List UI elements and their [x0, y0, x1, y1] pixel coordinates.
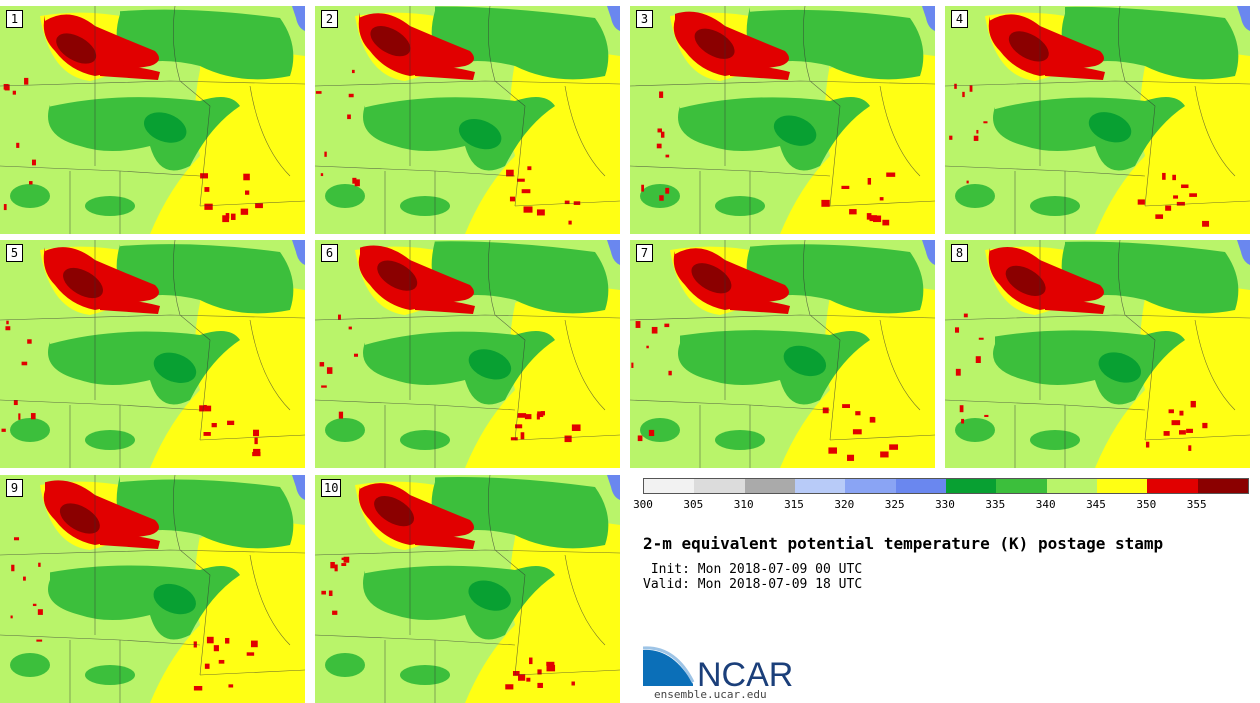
ensemble-member-panel: 8: [945, 240, 1250, 468]
colorbar-segment: [794, 479, 846, 493]
colorbar-segment: [895, 479, 946, 493]
member-number-label: 9: [6, 479, 23, 497]
colorbar-tick-label: 350: [1136, 498, 1157, 511]
member-number-label: 5: [6, 244, 23, 262]
colorbar-tick-label: 300: [633, 498, 653, 511]
map-field: [315, 6, 620, 234]
colorbar-segment: [744, 479, 795, 493]
colorbar-segment: [1197, 479, 1248, 493]
map-field: [315, 240, 620, 468]
map-field: [630, 240, 935, 468]
colorbar-segment: [1147, 479, 1198, 493]
map-field: [630, 6, 935, 234]
ensemble-member-panel: 10: [315, 475, 620, 703]
colorbar-segment: [996, 479, 1047, 493]
colorbar-tick-label: 315: [784, 498, 804, 511]
colorbar-tick-label: 335: [985, 498, 1006, 511]
map-field: [0, 6, 305, 234]
colorbar-tick-label: 320: [834, 498, 855, 511]
map-field: [945, 6, 1250, 234]
member-number-label: 4: [951, 10, 968, 28]
ncar-logo: NCAR: [643, 646, 793, 694]
ensemble-member-panel: 2: [315, 6, 620, 234]
ensemble-member-panel: 1: [0, 6, 305, 234]
ensemble-member-panel: 4: [945, 6, 1250, 234]
member-number-label: 6: [321, 244, 338, 262]
colorbar-tick-label: 305: [683, 498, 704, 511]
colorbar-tick-label: 330: [935, 498, 955, 511]
colorbar-segment: [644, 479, 695, 493]
map-field: [945, 240, 1250, 468]
svg-text:NCAR: NCAR: [697, 656, 793, 694]
member-number-label: 7: [636, 244, 653, 262]
init-time: Init: Mon 2018-07-09 00 UTC: [643, 562, 863, 577]
chart-title: 2-m equivalent potential temperature (K)…: [643, 534, 1164, 553]
colorbar-tick-label: 310: [733, 498, 754, 511]
member-number-label: 10: [321, 479, 342, 497]
valid-time: Valid: Mon 2018-07-09 18 UTC: [643, 577, 863, 592]
logo-url: ensemble.ucar.edu: [654, 688, 767, 701]
ensemble-member-panel: 3: [630, 6, 935, 234]
colorbar-tick-label: 355: [1186, 498, 1207, 511]
map-field: [0, 475, 305, 703]
colorbar-segment: [1096, 479, 1148, 493]
member-number-label: 2: [321, 10, 338, 28]
colorbar-tick-label: 340: [1035, 498, 1056, 511]
member-number-label: 1: [6, 10, 23, 28]
colorbar-segment: [694, 479, 745, 493]
map-field: [0, 240, 305, 468]
ensemble-member-panel: 9: [0, 475, 305, 703]
colorbar-tick-label: 345: [1086, 498, 1106, 511]
member-number-label: 3: [636, 10, 653, 28]
ensemble-member-panel: 5: [0, 240, 305, 468]
ensemble-member-panel: 6: [315, 240, 620, 468]
colorbar-segment: [1046, 479, 1097, 493]
member-number-label: 8: [951, 244, 968, 262]
colorbar-ticks: 300 305 310 315 320 325 330 335 340 345 350 355: [633, 498, 1247, 512]
map-field: [315, 475, 620, 703]
ensemble-member-panel: 7: [630, 240, 935, 468]
colorbar-segment: [945, 479, 997, 493]
colorbar-tick-label: 325: [884, 498, 905, 511]
colorbar: [643, 478, 1249, 494]
colorbar-segment: [845, 479, 896, 493]
